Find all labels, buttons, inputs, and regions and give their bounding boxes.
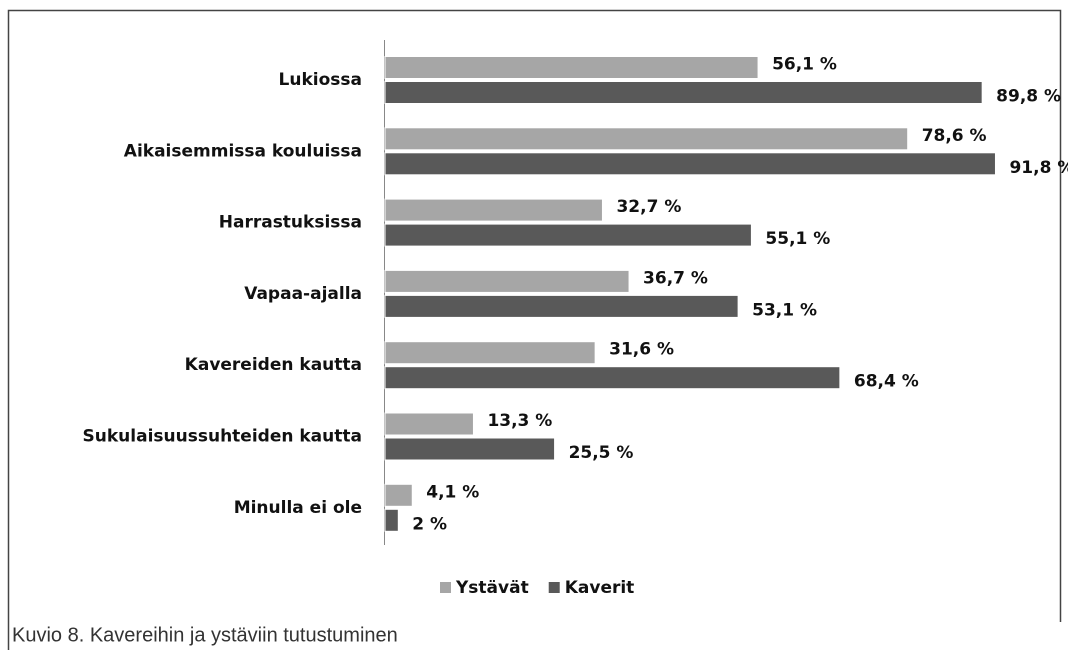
value-label: 4,1 % (426, 482, 479, 502)
legend-label: Ystävät (455, 578, 529, 598)
bar (384, 81, 983, 104)
value-label: 56,1 % (772, 55, 837, 75)
value-label: 32,7 % (616, 197, 681, 217)
value-label: 25,5 % (569, 443, 634, 463)
value-label: 53,1 % (752, 300, 817, 320)
caption: Kuvio 8. Kavereihin ja ystäviin tutustum… (12, 624, 398, 646)
bar (384, 152, 996, 176)
bar (384, 341, 596, 365)
legend-label: Kaverit (565, 578, 635, 598)
bar (384, 483, 413, 507)
category-label: Sukulaisuussuhteiden kautta (83, 427, 362, 447)
category-label: Aikaisemmissa kouluissa (124, 141, 362, 161)
bar (384, 223, 752, 247)
category-label: Lukiossa (279, 70, 362, 90)
bar (384, 366, 841, 390)
value-label: 89,8 % (996, 87, 1061, 107)
legend-swatch (440, 582, 451, 593)
value-label: 2 % (412, 514, 447, 534)
value-label: 13,3 % (487, 411, 552, 431)
value-label: 91,8 % (1009, 158, 1068, 178)
value-label: 68,4 % (854, 372, 919, 392)
category-label: Minulla ei ole (234, 498, 362, 518)
bar (384, 508, 399, 532)
bar (384, 56, 759, 79)
category-label: Vapaa-ajalla (244, 284, 362, 304)
bar (384, 294, 739, 318)
category-label: Harrastuksissa (219, 213, 362, 233)
bar (384, 198, 603, 222)
bar (384, 269, 630, 293)
category-label: Kavereiden kautta (185, 355, 362, 375)
legend-swatch (548, 582, 560, 593)
value-label: 55,1 % (765, 229, 830, 249)
value-label: 36,7 % (643, 268, 708, 288)
bar (384, 437, 556, 461)
value-label: 31,6 % (609, 340, 674, 360)
bar (384, 127, 909, 151)
value-label: 78,6 % (922, 126, 987, 146)
bar (384, 412, 474, 436)
frame (7, 9, 1062, 650)
